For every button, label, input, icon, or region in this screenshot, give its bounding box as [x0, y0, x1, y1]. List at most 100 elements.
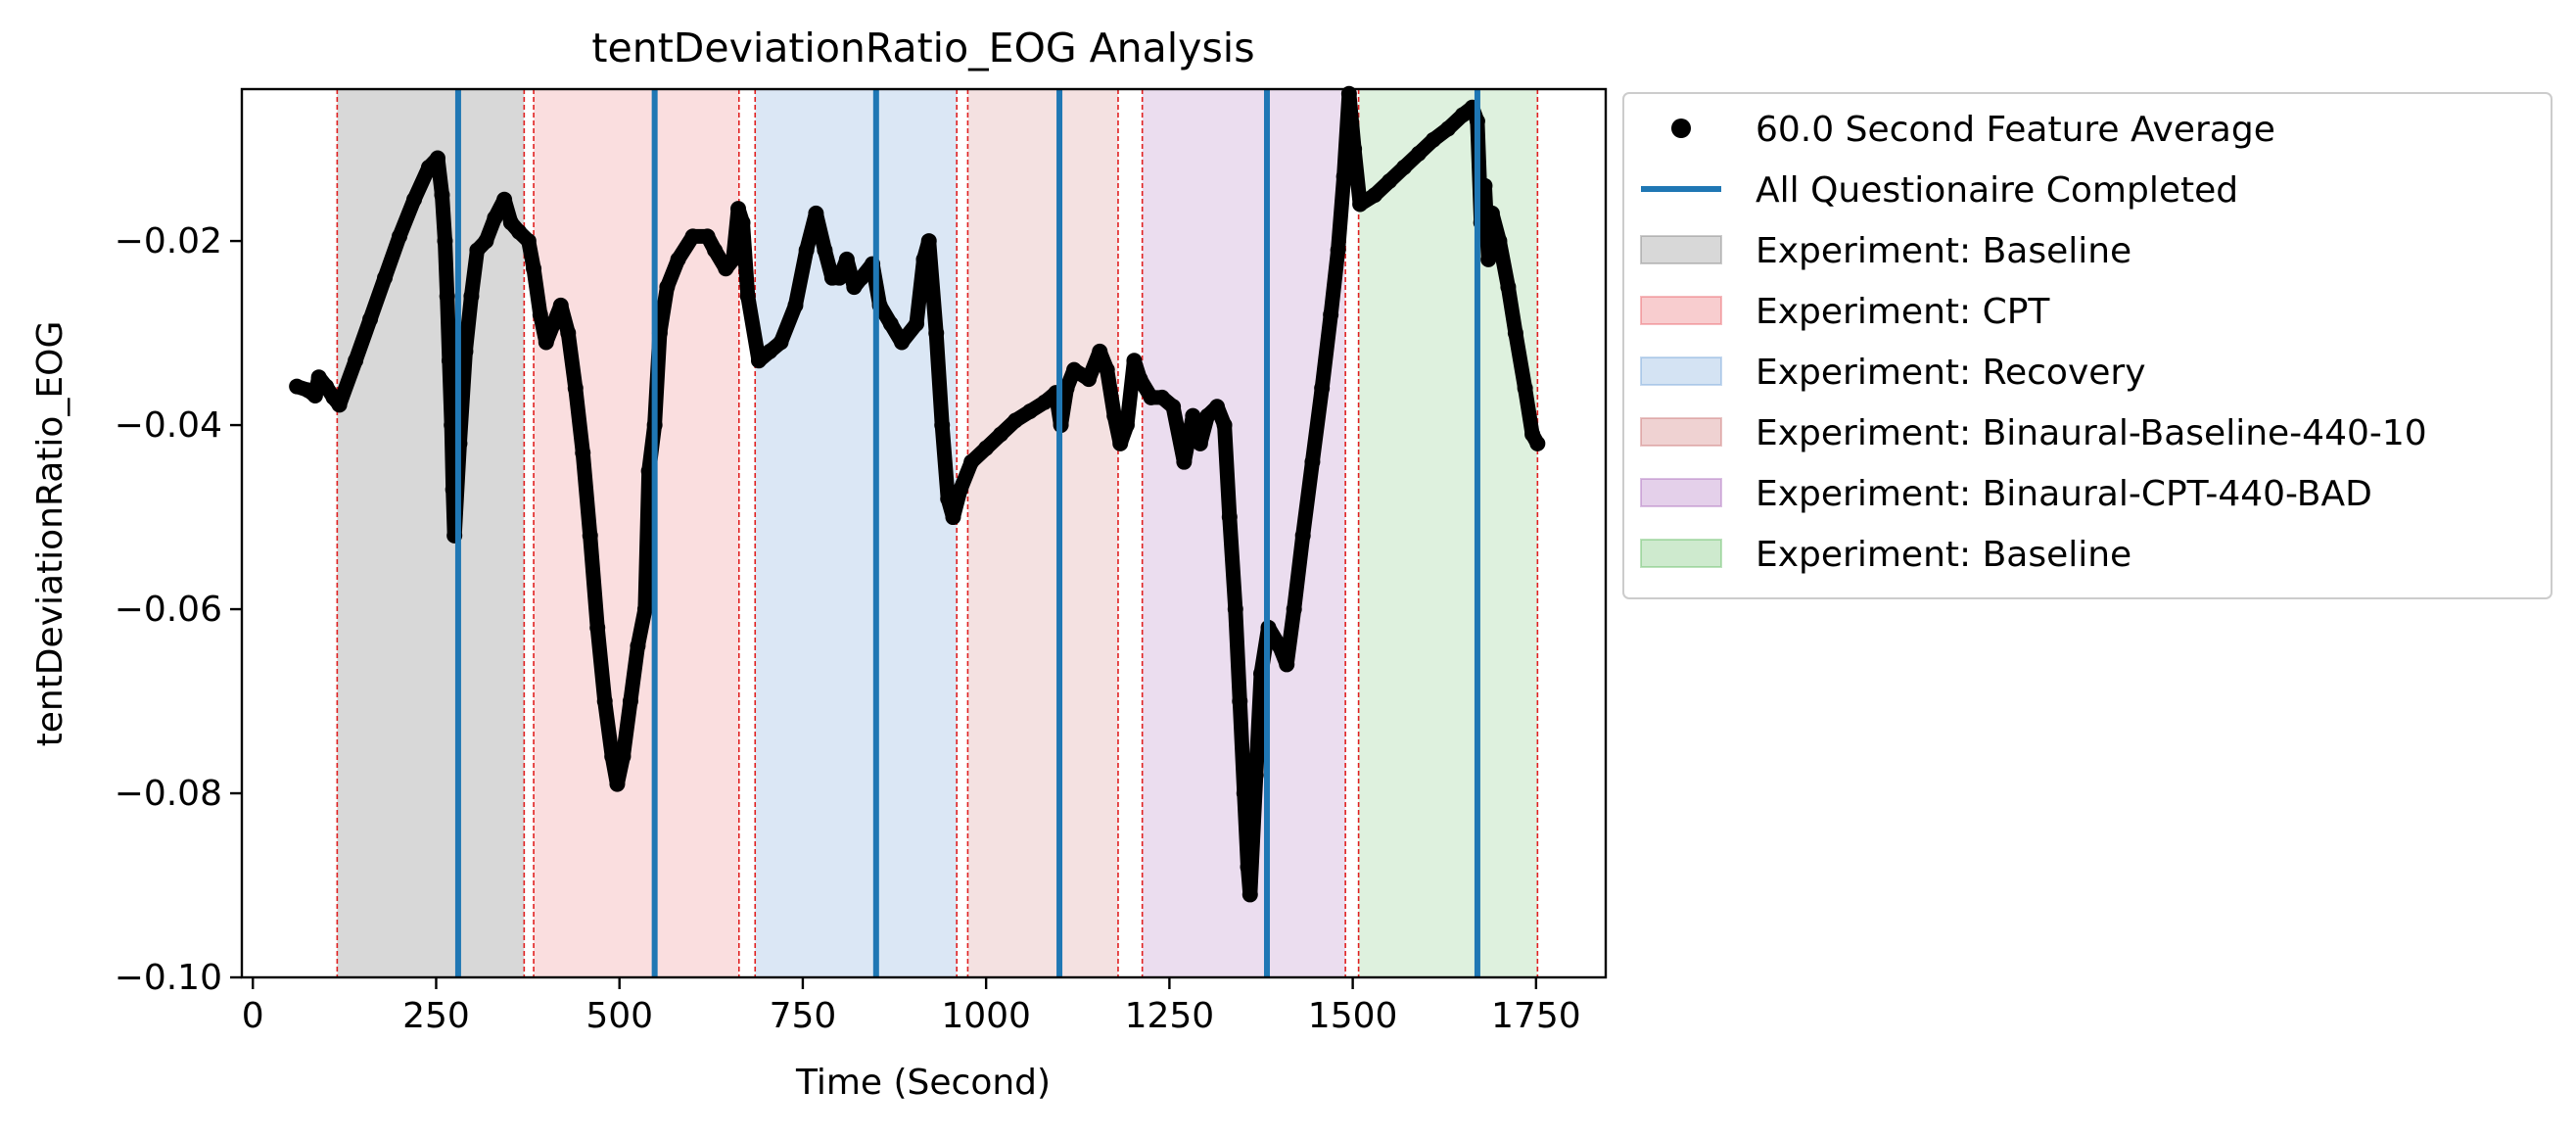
data-point-51 [659, 279, 676, 296]
data-point-23 [463, 288, 480, 305]
region-boundaries-layer [336, 89, 1539, 977]
data-point-70 [838, 251, 855, 267]
data-point-105 [1165, 399, 1182, 415]
data-point-33 [538, 334, 554, 351]
data-point-90 [1037, 394, 1054, 410]
x-tick-label-5: 1250 [1125, 996, 1215, 1036]
data-point-124 [1294, 527, 1311, 544]
data-point-79 [920, 233, 937, 250]
x-tick-label-6: 1500 [1308, 996, 1398, 1036]
data-point-87 [993, 426, 1009, 443]
data-point-57 [725, 251, 741, 267]
data-point-16 [439, 288, 455, 305]
legend-patch-icon-4 [1640, 356, 1722, 386]
data-point-11 [405, 191, 422, 208]
data-point-144 [1480, 251, 1497, 267]
legend-patch-icon-6 [1640, 478, 1722, 507]
data-point-69 [831, 269, 848, 286]
data-point-102 [1132, 371, 1148, 388]
data-point-36 [560, 325, 577, 342]
data-point-118 [1247, 767, 1264, 783]
data-point-110 [1209, 399, 1226, 415]
legend-patch-icon-5 [1640, 417, 1722, 447]
data-point-13 [429, 150, 445, 166]
data-point-138 [1439, 120, 1456, 137]
data-point-137 [1426, 131, 1442, 148]
data-point-44 [615, 748, 632, 765]
data-point-35 [552, 297, 569, 313]
data-point-128 [1330, 242, 1346, 259]
data-point-47 [636, 601, 653, 618]
data-point-30 [520, 233, 537, 250]
x-tick-label-7: 1750 [1491, 996, 1581, 1036]
data-point-82 [940, 491, 957, 507]
data-point-127 [1323, 307, 1339, 323]
data-point-81 [934, 417, 951, 434]
data-point-86 [978, 440, 995, 456]
data-point-58 [730, 201, 747, 217]
data-point-143 [1476, 177, 1493, 194]
x-tick-label-0: 0 [242, 996, 264, 1036]
data-point-148 [1507, 325, 1523, 342]
data-point-133 [1367, 187, 1383, 204]
questionnaire-lines-layer [454, 89, 1480, 977]
data-point-117 [1241, 886, 1258, 903]
data-point-40 [589, 619, 606, 636]
data-point-116 [1240, 859, 1256, 876]
y-axis-label: tentDeviationRatio_EOG [30, 321, 70, 747]
data-point-46 [630, 638, 646, 654]
data-point-93 [1058, 380, 1075, 397]
legend-patch-icon-2 [1640, 235, 1722, 264]
data-point-145 [1483, 205, 1500, 221]
data-point-37 [567, 380, 584, 397]
legend-patch-icon-3 [1640, 296, 1722, 325]
data-point-60 [739, 288, 756, 305]
data-point-66 [808, 205, 824, 221]
data-point-135 [1396, 159, 1413, 175]
data-point-125 [1304, 453, 1321, 470]
data-point-83 [945, 509, 961, 526]
data-point-80 [928, 325, 945, 342]
data-point-96 [1092, 343, 1108, 359]
data-point-112 [1221, 509, 1238, 526]
data-point-10 [392, 228, 408, 245]
data-point-42 [604, 748, 621, 765]
data-point-34 [545, 315, 562, 332]
data-point-62 [762, 343, 778, 359]
y-tick-label-0: −0.10 [115, 958, 222, 998]
data-point-131 [1346, 141, 1363, 158]
y-axis: −0.10 −0.08 −0.06 −0.04 −0.02 [115, 221, 242, 998]
data-point-97 [1099, 361, 1115, 378]
data-point-115 [1236, 785, 1252, 802]
data-point-14 [434, 187, 450, 204]
data-point-75 [882, 315, 899, 332]
data-point-8 [362, 310, 379, 327]
data-point-59 [734, 214, 751, 231]
data-point-45 [622, 693, 638, 710]
data-point-2 [306, 387, 323, 403]
data-point-99 [1112, 435, 1129, 451]
data-point-89 [1022, 403, 1039, 419]
y-tick-label-3: −0.04 [115, 405, 222, 446]
data-point-111 [1216, 417, 1233, 434]
y-tick-label-1: −0.08 [115, 774, 222, 814]
data-point-151 [1529, 435, 1546, 451]
data-point-104 [1153, 389, 1170, 405]
x-axis-label: Time (Second) [795, 1063, 1051, 1103]
data-point-7 [348, 353, 364, 369]
data-point-126 [1314, 380, 1331, 397]
data-point-134 [1382, 172, 1398, 189]
data-point-64 [787, 297, 804, 313]
experiment-region-1 [534, 89, 739, 977]
data-point-106 [1176, 453, 1193, 470]
data-point-39 [582, 527, 598, 544]
x-tick-label-4: 1000 [941, 996, 1031, 1036]
legend-label-2: Experiment: Baseline [1756, 231, 2131, 271]
data-point-107 [1185, 407, 1201, 424]
data-point-122 [1279, 656, 1295, 673]
data-point-95 [1081, 371, 1098, 388]
data-point-38 [575, 445, 591, 461]
data-point-94 [1066, 361, 1083, 378]
data-point-32 [532, 307, 548, 323]
